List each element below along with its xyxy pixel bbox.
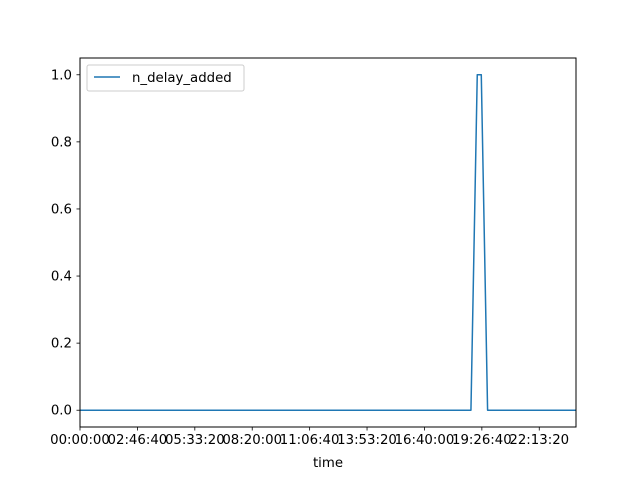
x-tick-label: 05:33:20 [165,433,225,448]
x-tick-label: 08:20:00 [222,433,282,448]
y-tick-label: 0.2 [51,337,72,352]
y-tick-label: 0.4 [51,270,72,285]
y-tick-label: 0.0 [51,404,72,419]
y-tick-label: 1.0 [51,68,72,83]
x-tick-label: 13:53:20 [337,433,397,448]
y-tick-label: 0.8 [51,135,72,150]
y-tick-label: 0.6 [51,202,72,217]
x-tick-label: 00:00:00 [50,433,110,448]
x-tick-label: 11:06:40 [280,433,340,448]
x-tick-label: 02:46:40 [108,433,168,448]
x-axis-label: time [313,456,343,471]
plot-layer [80,74,576,411]
x-tick-label: 16:40:00 [395,433,455,448]
x-tick-label: 19:26:40 [452,433,512,448]
axis-ticks: 00:00:0002:46:4005:33:2008:20:0011:06:40… [50,68,569,448]
plot-frame [79,57,577,428]
legend: n_delay_added [86,64,245,92]
x-tick-label: 22:13:20 [509,433,569,448]
legend-label: n_delay_added [132,71,232,86]
legend-box [86,64,245,92]
series-line-0 [80,74,576,411]
